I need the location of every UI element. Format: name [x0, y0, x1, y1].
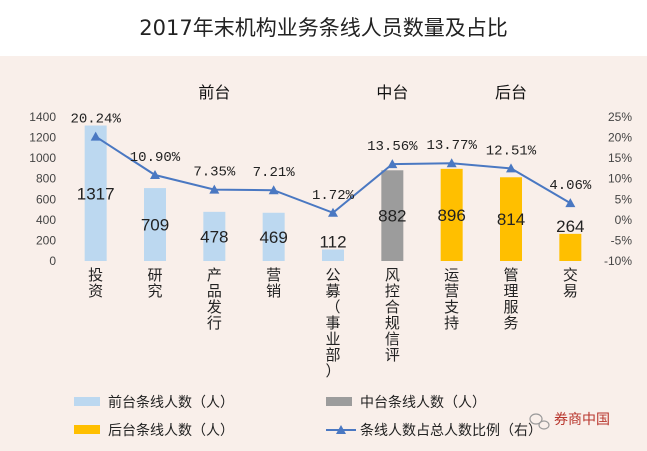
legend-label: 中台条线人数（人）	[360, 394, 486, 411]
ratio-label: 12.51%	[486, 143, 537, 159]
legend-swatch	[326, 397, 352, 406]
bar-value-label: 264	[556, 217, 584, 236]
right-tick-label: -5%	[611, 233, 633, 247]
bars	[84, 125, 582, 261]
ratio-point	[328, 207, 338, 217]
bar-value-labels: 1317 709 478 469 112 882 896 814 264	[77, 184, 585, 251]
bar	[322, 249, 344, 261]
ratio-point	[506, 163, 516, 173]
category-label: 公募（事业部）	[325, 266, 340, 380]
left-tick-label: 1000	[29, 151, 56, 165]
ratio-label: 13.56%	[367, 139, 418, 155]
ratio-point	[90, 131, 101, 141]
bar	[84, 125, 107, 261]
bar-value-label: 1317	[77, 184, 115, 203]
left-axis: 0 200 400 600 800 1000 1200 1400	[29, 110, 56, 268]
legend-label: 后台条线人数（人）	[108, 422, 234, 439]
ratio-label: 4.06%	[549, 178, 592, 194]
chart-title: 2017年末机构业务条线人员数量及占比	[139, 16, 508, 40]
left-tick-label: 0	[49, 254, 56, 268]
left-tick-label: 1200	[29, 131, 56, 145]
category-label: 运营支持	[444, 266, 459, 332]
bar	[381, 170, 404, 261]
ratio-point	[209, 184, 220, 194]
ratio-label: 13.77%	[426, 138, 477, 154]
legend-swatch	[74, 397, 100, 406]
left-tick-label: 800	[36, 172, 56, 186]
ratio-label: 1.72%	[312, 188, 355, 204]
category-labels: 投资 研究 产品发行 营销 公募（事业部） 风控合规信评 运营支持 管理服务 交易	[88, 266, 578, 380]
right-tick-label: 5%	[615, 192, 633, 206]
ratio-label: 10.90%	[130, 150, 181, 166]
category-label: 投资	[88, 266, 103, 300]
ratio-label: 7.21%	[253, 165, 296, 181]
right-tick-label: -10%	[604, 254, 632, 268]
wechat-icon-bubble	[538, 420, 550, 430]
segment-label: 前台	[198, 83, 230, 102]
bar	[500, 177, 522, 261]
bar-value-label: 882	[378, 207, 406, 226]
legend: 前台条线人数（人） 中台条线人数（人） 后台条线人数（人） 条线人数占总人数比例（右）	[74, 394, 542, 439]
category-label: 交易	[563, 266, 578, 300]
right-tick-label: 0%	[615, 213, 633, 227]
ratio-point	[268, 185, 279, 195]
watermark-text: 券商中国	[554, 412, 610, 428]
bar	[262, 212, 285, 261]
category-label: 管理服务	[503, 266, 518, 332]
legend-label: 前台条线人数（人）	[108, 394, 234, 411]
right-tick-label: 10%	[608, 172, 632, 186]
left-tick-label: 600	[36, 192, 56, 206]
legend-swatch	[74, 425, 100, 434]
bar	[440, 168, 463, 261]
bar	[559, 233, 582, 261]
bar-value-label: 469	[259, 228, 287, 247]
left-tick-label: 1400	[29, 110, 56, 124]
ratio-point	[150, 170, 160, 180]
left-tick-label: 400	[36, 213, 56, 227]
right-tick-label: 20%	[608, 131, 632, 145]
bar-value-label: 112	[319, 232, 346, 251]
ratio-point	[565, 198, 576, 208]
bar	[203, 211, 226, 261]
ratio-point	[446, 158, 457, 168]
bar-value-label: 478	[200, 227, 228, 246]
title-bar: 2017年末机构业务条线人员数量及占比	[0, 0, 647, 56]
bar-value-label: 896	[437, 206, 465, 225]
bar	[144, 188, 166, 261]
ratio-line	[90, 131, 576, 217]
left-tick-label: 200	[36, 233, 56, 247]
legend-label: 条线人数占总人数比例（右）	[360, 422, 542, 439]
segment-label: 中台	[376, 83, 408, 102]
bar-value-label: 814	[497, 210, 525, 229]
wechat-icon	[529, 413, 550, 430]
segment-label: 后台	[495, 83, 527, 102]
watermark: 券商中国	[529, 412, 610, 430]
right-axis: -10% -5% 0% 5% 10% 15% 20% 25%	[604, 110, 632, 268]
category-label: 产品发行	[207, 266, 222, 332]
right-tick-label: 15%	[608, 151, 632, 165]
ratio-labels: 20.24% 10.90% 7.35% 7.21% 1.72% 13.56% 13.77% 1…	[70, 112, 591, 204]
category-label: 研究	[147, 266, 162, 300]
ratio-label: 7.35%	[193, 165, 236, 181]
category-label: 风控合规信评	[385, 266, 400, 364]
bar-value-label: 709	[141, 216, 169, 235]
ratio-label: 20.24%	[70, 112, 121, 128]
ratio-point	[387, 159, 398, 169]
right-tick-label: 25%	[608, 110, 632, 124]
category-label: 营销	[266, 266, 281, 300]
wechat-icon-bubble	[529, 413, 543, 425]
segment-labels: 前台 中台 后台	[198, 83, 527, 102]
legend-marker	[336, 425, 346, 434]
